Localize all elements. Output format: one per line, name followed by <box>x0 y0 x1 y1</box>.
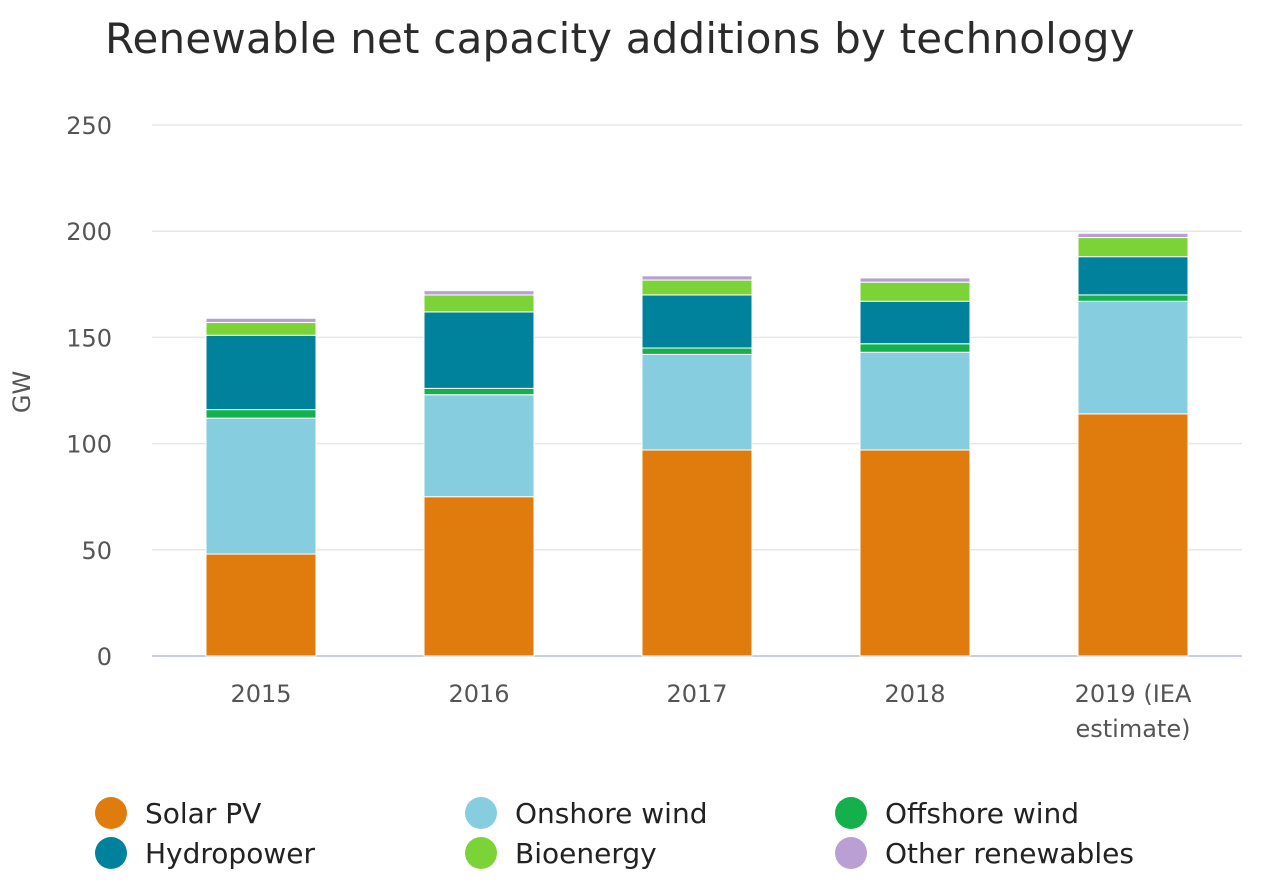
bar-segment-solar-pv <box>859 449 971 657</box>
bar-segment-solar-pv <box>641 449 753 657</box>
bar-segment-bioenergy <box>641 279 753 296</box>
bar-segment-onshore-wind <box>423 394 535 498</box>
bar-stack <box>859 277 971 657</box>
bar-stack <box>205 317 317 657</box>
bar-segment-bioenergy <box>1077 237 1189 258</box>
bar-segment-offshore-wind <box>1077 294 1189 302</box>
legend-label: Offshore wind <box>885 796 1080 830</box>
bar-segment-other-renewables <box>205 317 317 324</box>
legend-item-solar-pv[interactable]: Solar PV <box>95 796 465 830</box>
legend-label: Other renewables <box>885 836 1134 870</box>
legend-item-other-renewables[interactable]: Other renewables <box>835 836 1215 870</box>
legend-label: Solar PV <box>145 796 262 830</box>
bar-segment-onshore-wind <box>859 351 971 451</box>
y-tick-label: 150 <box>66 324 112 352</box>
bar-segment-onshore-wind <box>205 417 317 555</box>
bar-segment-offshore-wind <box>423 387 535 396</box>
bar-segment-other-renewables <box>1077 232 1189 239</box>
x-tick-label: 2019 (IEA estimate) <box>1075 680 1192 743</box>
legend-swatch <box>835 797 867 829</box>
bar-segment-hydropower <box>423 311 535 389</box>
legend-swatch <box>835 837 867 869</box>
legend-label: Hydropower <box>145 836 315 870</box>
bar-segment-hydropower <box>859 300 971 345</box>
bars <box>205 232 1189 657</box>
legend-swatch <box>95 837 127 869</box>
y-tick-label: 50 <box>81 537 112 565</box>
bar-segment-onshore-wind <box>1077 300 1189 415</box>
y-tick-label: 0 <box>97 643 112 671</box>
legend-label: Bioenergy <box>515 836 657 870</box>
bar-stack <box>423 290 535 657</box>
bar-stack <box>1077 232 1189 657</box>
bar-segment-offshore-wind <box>205 409 317 419</box>
bar-segment-offshore-wind <box>859 343 971 353</box>
y-axis-title: GW <box>8 371 36 413</box>
legend-item-hydropower[interactable]: Hydropower <box>95 836 465 870</box>
bar-segment-onshore-wind <box>641 353 753 451</box>
y-axis-ticks: 0 50 100 150 200 250 <box>66 112 112 671</box>
bar-segment-solar-pv <box>205 553 317 657</box>
x-tick-label: 2016 <box>448 680 509 708</box>
legend-swatch <box>465 837 497 869</box>
y-tick-label: 250 <box>66 112 112 140</box>
chart-plot: 0 50 100 150 200 250 2015 2016 2017 2018 2019 (IE… <box>8 112 1242 743</box>
x-tick-label: 2017 <box>666 680 727 708</box>
bar-segment-other-renewables <box>641 275 753 281</box>
x-tick-label: 2015 <box>230 680 291 708</box>
bar-segment-hydropower <box>205 334 317 411</box>
bar-segment-solar-pv <box>1077 413 1189 657</box>
legend: Solar PV Onshore wind Offshore wind Hydropo… <box>95 796 1215 870</box>
bar-segment-bioenergy <box>423 294 535 313</box>
legend-swatch <box>465 797 497 829</box>
bar-segment-offshore-wind <box>641 347 753 355</box>
y-tick-label: 100 <box>66 431 112 459</box>
bar-stack <box>641 275 753 657</box>
legend-item-bioenergy[interactable]: Bioenergy <box>465 836 835 870</box>
bar-segment-hydropower <box>1077 256 1189 296</box>
bar-segment-other-renewables <box>423 290 535 296</box>
bar-segment-other-renewables <box>859 277 971 283</box>
bar-segment-bioenergy <box>205 322 317 336</box>
x-axis-ticks: 2015 2016 2017 2018 2019 (IEA estimate) <box>230 680 1191 743</box>
x-tick-label: 2018 <box>884 680 945 708</box>
chart-title: Renewable net capacity additions by tech… <box>105 14 1135 63</box>
legend-swatch <box>95 797 127 829</box>
bar-segment-hydropower <box>641 294 753 349</box>
bar-segment-bioenergy <box>859 281 971 302</box>
legend-item-offshore-wind[interactable]: Offshore wind <box>835 796 1215 830</box>
legend-label: Onshore wind <box>515 796 708 830</box>
y-tick-label: 200 <box>66 218 112 246</box>
legend-item-onshore-wind[interactable]: Onshore wind <box>465 796 835 830</box>
bar-segment-solar-pv <box>423 496 535 657</box>
